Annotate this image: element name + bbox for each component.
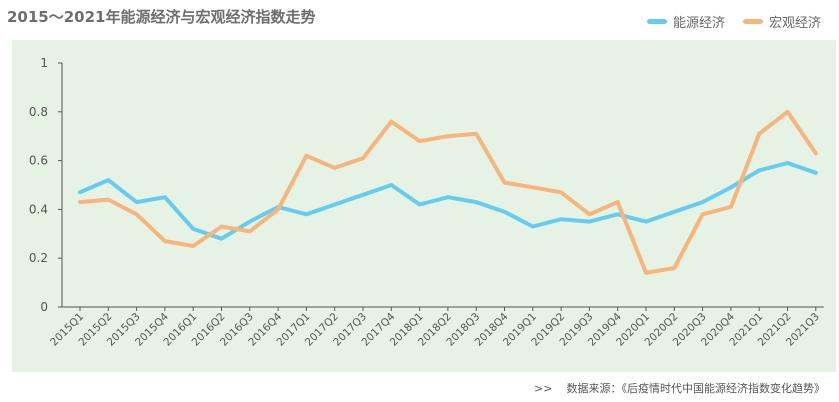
y-tick-label: 0.2 xyxy=(29,251,48,265)
plot-area xyxy=(12,40,836,372)
legend-item-macro: 宏观经济 xyxy=(742,12,821,31)
y-tick-label: 0 xyxy=(40,300,48,314)
legend-label-energy: 能源经济 xyxy=(672,16,725,31)
legend-swatch-energy xyxy=(646,19,667,24)
series-line-macro xyxy=(78,109,818,275)
legend-swatch-macro xyxy=(742,19,763,24)
legend-item-energy: 能源经济 xyxy=(646,12,725,31)
y-tick-label: 0.4 xyxy=(29,202,48,216)
series-line-energy xyxy=(78,161,818,241)
legend-label-macro: 宏观经济 xyxy=(768,16,821,31)
source-text: 数据来源：《后疫情时代中国能源经济指数变化趋势》 xyxy=(566,382,826,395)
y-tick-label: 0.8 xyxy=(29,105,48,119)
source-note: >> 数据来源：《后疫情时代中国能源经济指数变化趋势》 xyxy=(534,380,825,396)
legend: 能源经济 宏观经济 xyxy=(646,12,821,31)
y-tick-label: 0.6 xyxy=(29,154,48,168)
chart-title: 2015～2021年能源经济与宏观经济指数走势 xyxy=(7,8,316,26)
y-tick-label: 1 xyxy=(40,56,48,70)
source-marker: >> xyxy=(534,382,553,395)
